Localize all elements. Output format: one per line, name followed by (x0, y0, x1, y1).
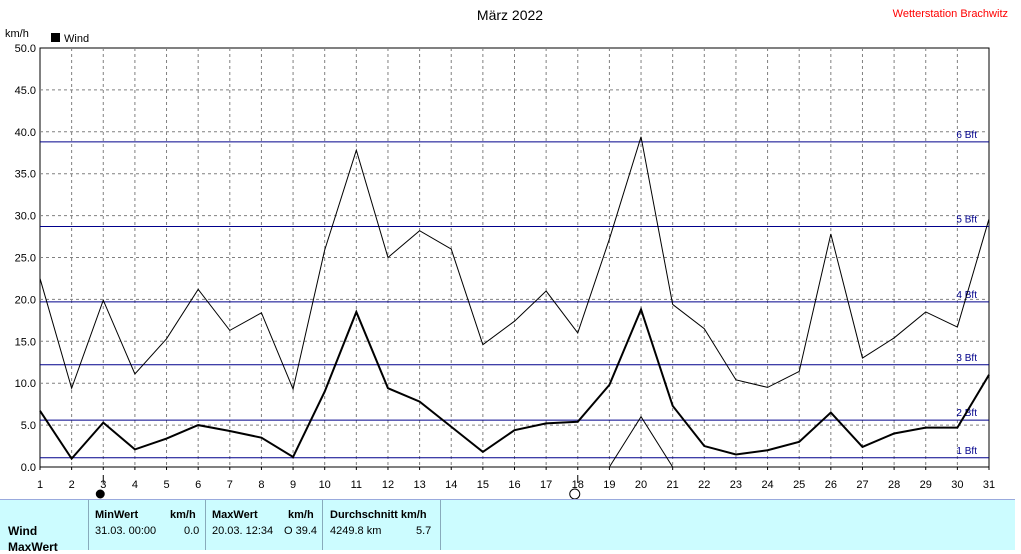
x-tick-label: 21 (667, 479, 679, 491)
x-tick-label: 18 (572, 479, 584, 491)
wind-min-line (608, 415, 674, 468)
x-tick-label: 2 (69, 479, 75, 491)
x-tick-label: 30 (951, 479, 963, 491)
beaufort-label: 5 Bft (956, 214, 977, 225)
x-tick-label: 19 (603, 479, 615, 491)
y-tick-label: 10.0 (15, 378, 36, 390)
y-tick-label: 45.0 (15, 85, 36, 97)
x-tick-label: 16 (508, 479, 520, 491)
x-tick-label: 1 (37, 479, 43, 491)
stats-divider (440, 500, 441, 550)
x-tick-label: 4 (132, 479, 138, 491)
wind-mean-line (39, 306, 990, 461)
stats-divider (322, 500, 323, 550)
y-tick-label: 25.0 (15, 253, 36, 265)
min-value: 0.0 (184, 525, 200, 537)
avg-header: Durchschnitt km/h (330, 509, 427, 521)
x-tick-label: 23 (730, 479, 742, 491)
beaufort-label: 1 Bft (956, 446, 977, 457)
x-tick-label: 15 (477, 479, 489, 491)
x-tick-label: 8 (258, 479, 264, 491)
stats-divider (205, 500, 206, 550)
min-marker (95, 489, 105, 499)
min-unit: km/h (170, 509, 196, 521)
x-tick-label: 28 (888, 479, 900, 491)
wind-gust-line (39, 136, 990, 391)
stats-row-label-2: MaxWert (8, 540, 58, 554)
x-tick-label: 26 (825, 479, 837, 491)
x-tick-label: 25 (793, 479, 805, 491)
y-tick-label: 40.0 (15, 127, 36, 139)
x-tick-label: 20 (635, 479, 647, 491)
y-tick-label: 0.0 (21, 462, 36, 474)
x-tick-label: 6 (195, 479, 201, 491)
y-axis-unit: km/h (5, 28, 29, 40)
avg-value: 5.7 (416, 525, 432, 537)
x-tick-label: 7 (227, 479, 233, 491)
x-tick-label: 14 (445, 479, 457, 491)
y-tick-label: 30.0 (15, 211, 36, 223)
wind-chart: März 2022 Wetterstation Brachwitz km/h W… (5, 7, 1008, 499)
x-tick-label: 13 (413, 479, 425, 491)
y-tick-label: 35.0 (15, 169, 36, 181)
max-marker (569, 488, 581, 499)
legend-label: Wind (64, 33, 89, 45)
legend-swatch (51, 33, 60, 42)
stats-divider (88, 500, 89, 550)
max-value: O 39.4 (284, 525, 318, 537)
x-tick-label: 3 (100, 479, 106, 491)
stats-panel: Wind MaxWert MinWert km/h 31.03. 00:00 0… (0, 499, 1015, 554)
max-header: MaxWert (212, 509, 258, 521)
x-tick-label: 5 (163, 479, 169, 491)
y-tick-label: 15.0 (15, 336, 36, 348)
x-tick-label: 12 (382, 479, 394, 491)
x-tick-label: 27 (856, 479, 868, 491)
chart-title: März 2022 (477, 7, 543, 23)
stats-row-label: Wind (8, 524, 38, 538)
x-tick-label: 17 (540, 479, 552, 491)
x-tick-label: 31 (983, 479, 995, 491)
x-tick-label: 10 (319, 479, 331, 491)
y-tick-label: 5.0 (21, 420, 36, 432)
max-date: 20.03. 12:34 (212, 525, 274, 537)
min-header: MinWert (95, 509, 139, 521)
y-tick-label: 20.0 (15, 294, 36, 306)
x-tick-label: 11 (351, 479, 362, 491)
x-tick-label: 24 (761, 479, 773, 491)
avg-distance: 4249.8 km (330, 525, 382, 537)
x-tick-label: 22 (698, 479, 710, 491)
max-unit: km/h (288, 509, 314, 521)
x-tick-label: 29 (920, 479, 932, 491)
beaufort-label: 6 Bft (956, 130, 977, 141)
beaufort-label: 3 Bft (956, 353, 977, 364)
min-date: 31.03. 00:00 (95, 525, 157, 537)
y-tick-label: 50.0 (15, 43, 36, 55)
station-label: Wetterstation Brachwitz (893, 8, 1008, 20)
x-tick-label: 9 (290, 479, 296, 491)
